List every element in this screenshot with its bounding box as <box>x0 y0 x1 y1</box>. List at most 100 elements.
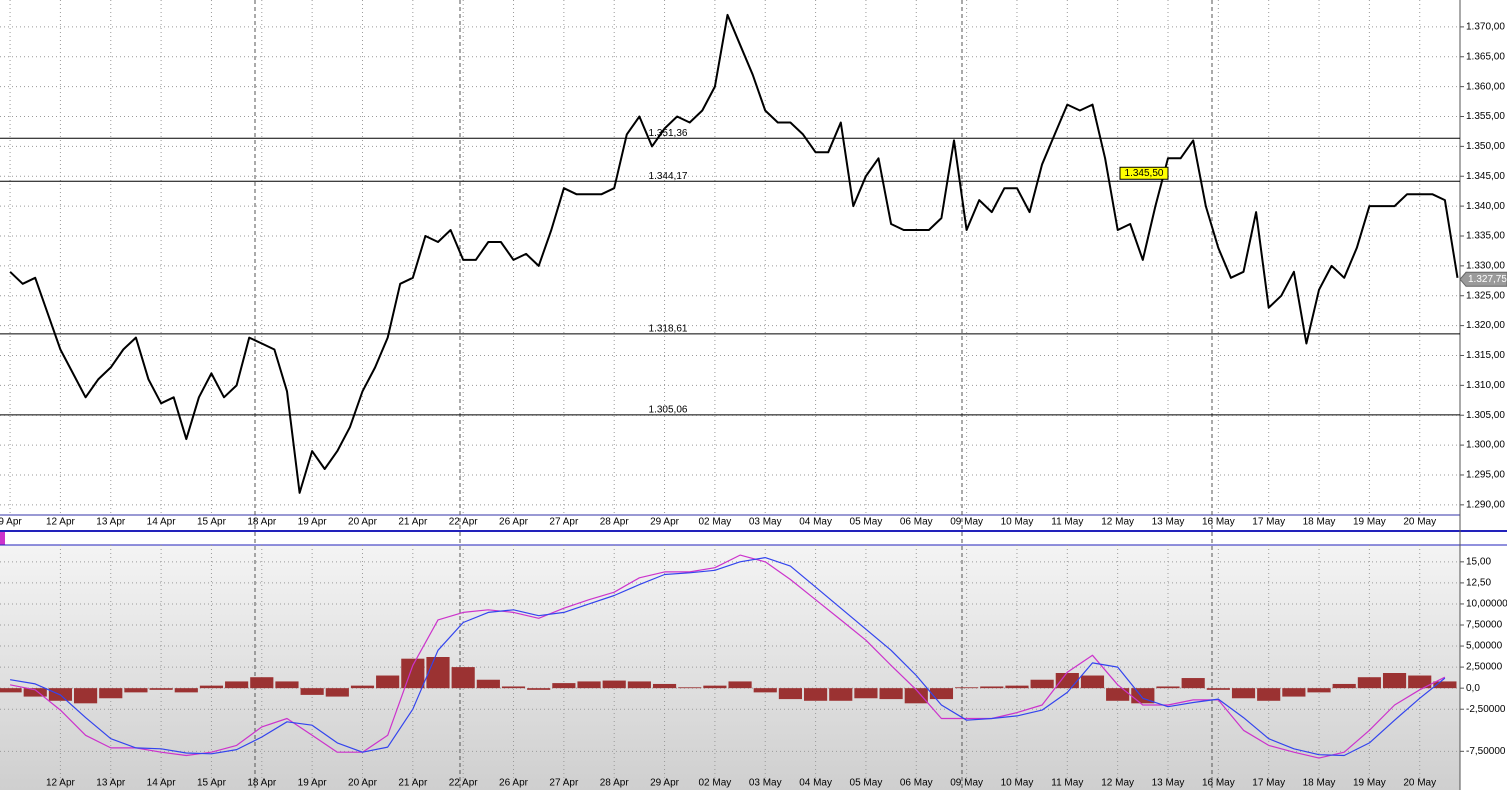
x-tick-label: 22 Apr <box>449 778 479 789</box>
y-tick-label: 1.335,00 <box>1466 231 1505 242</box>
x-tick-label: 26 Apr <box>499 517 529 528</box>
x-tick-label: 29 Apr <box>650 778 680 789</box>
histogram-bar <box>527 688 551 690</box>
histogram-bar <box>904 688 928 704</box>
panel-tab <box>0 532 5 545</box>
y-tick-label: 1.330,00 <box>1466 261 1505 272</box>
x-tick-label: 12 Apr <box>46 778 76 789</box>
histogram-bar <box>1156 686 1180 689</box>
y-tick-label: 7,50000 <box>1466 620 1503 631</box>
x-tick-label: 26 Apr <box>499 778 529 789</box>
y-tick-label: 1.350,00 <box>1466 141 1505 152</box>
x-tick-label: 12 May <box>1101 778 1134 789</box>
histogram-bar <box>728 681 752 689</box>
histogram-bar <box>804 688 828 701</box>
x-tick-label: 16 May <box>1202 778 1235 789</box>
histogram-bar <box>275 681 299 689</box>
histogram-bar <box>1357 677 1381 689</box>
histogram-bar <box>476 679 500 689</box>
histogram-bar <box>980 686 1004 689</box>
histogram-bar <box>1005 685 1029 689</box>
x-tick-label: 20 May <box>1403 778 1436 789</box>
current-price-tag <box>1459 271 1507 287</box>
y-tick-label: 1.340,00 <box>1466 201 1505 212</box>
histogram-bar <box>426 657 450 689</box>
x-tick-label: 13 Apr <box>96 778 126 789</box>
x-tick-label: 18 Apr <box>247 517 277 528</box>
x-tick-label: 02 May <box>698 778 731 789</box>
x-tick-label: 20 Apr <box>348 517 378 528</box>
histogram-bar <box>350 685 375 689</box>
y-tick-label: 1.295,00 <box>1466 470 1505 481</box>
x-tick-label: 21 Apr <box>398 778 428 789</box>
histogram-bar <box>929 688 954 700</box>
y-tick-label: 10,00000 <box>1466 599 1507 610</box>
histogram-bar <box>879 688 903 700</box>
histogram-bar <box>778 688 802 700</box>
x-tick-label: 10 May <box>1001 517 1034 528</box>
histogram-bar <box>1080 675 1105 689</box>
y-tick-label: 15,00 <box>1466 556 1491 567</box>
histogram-bar <box>225 681 249 689</box>
x-tick-label: 18 May <box>1303 778 1336 789</box>
x-tick-label: 12 Apr <box>46 517 76 528</box>
histogram-bar <box>23 688 47 697</box>
x-tick-label: 20 May <box>1403 517 1436 528</box>
histogram-bar <box>1257 688 1281 701</box>
histogram-bar <box>1181 678 1205 689</box>
y-tick-label: 1.290,00 <box>1466 499 1505 510</box>
price-marker <box>1119 166 1169 180</box>
histogram-bar <box>955 687 979 689</box>
level-label: 1.344,17 <box>649 171 688 182</box>
x-tick-label: 27 Apr <box>549 778 579 789</box>
price-panel <box>0 0 1460 515</box>
y-tick-label: 1.365,00 <box>1466 51 1505 62</box>
histogram-bar <box>451 667 475 689</box>
y-tick-label: 1.300,00 <box>1466 440 1505 451</box>
x-tick-label: 04 May <box>799 778 832 789</box>
histogram-bar <box>1231 688 1256 699</box>
histogram-bar <box>74 688 98 704</box>
x-tick-label: 04 May <box>799 517 832 528</box>
x-tick-label: 18 May <box>1303 517 1336 528</box>
x-tick-label: 12 May <box>1101 517 1134 528</box>
level-label: 1.305,06 <box>649 405 688 416</box>
histogram-bar <box>124 688 148 693</box>
x-tick-label: 19 Apr <box>298 778 328 789</box>
histogram-bar <box>99 688 123 699</box>
line-series <box>9 554 1446 759</box>
histogram-bar <box>376 675 400 689</box>
histogram-bar <box>1106 688 1130 701</box>
histogram-bar <box>250 677 274 689</box>
y-tick-label: 1.320,00 <box>1466 320 1505 331</box>
histogram-bar <box>1332 683 1356 689</box>
panel-layer: 15,00 12,50 10,00000 7,50000 5,00000 2,50000 0… <box>0 545 1507 789</box>
y-tick-label: 1.325,00 <box>1466 290 1505 301</box>
x-tick-label: 28 Apr <box>600 778 630 789</box>
y-tick-label: 1.305,00 <box>1466 410 1505 421</box>
x-tick-label: 20 Apr <box>348 778 378 789</box>
histogram-bar <box>829 688 853 701</box>
x-tick-label: 05 May <box>850 778 883 789</box>
x-tick-label: 15 Apr <box>197 778 227 789</box>
x-tick-label: 9 Apr <box>0 517 22 528</box>
x-tick-label: 02 May <box>698 517 731 528</box>
x-tick-label: 27 Apr <box>549 517 579 528</box>
histogram-bar <box>1055 673 1079 689</box>
histogram-bar <box>854 688 878 699</box>
x-tick-label: 03 May <box>749 517 782 528</box>
y-tick-label: 1.360,00 <box>1466 81 1505 92</box>
x-tick-label: 05 May <box>850 517 883 528</box>
histogram-bar <box>1408 675 1432 689</box>
x-tick-label: 13 Apr <box>96 517 126 528</box>
x-tick-label: 19 May <box>1353 778 1386 789</box>
histogram-bar <box>1030 679 1054 689</box>
x-tick-label: 15 Apr <box>197 517 227 528</box>
y-tick-label: 5,00000 <box>1466 641 1503 652</box>
histogram-bar <box>0 688 22 693</box>
histogram-bar <box>1433 681 1457 689</box>
histogram-bar <box>174 688 198 693</box>
level-label: 1.351,36 <box>649 128 688 139</box>
histogram-bar <box>300 688 324 695</box>
